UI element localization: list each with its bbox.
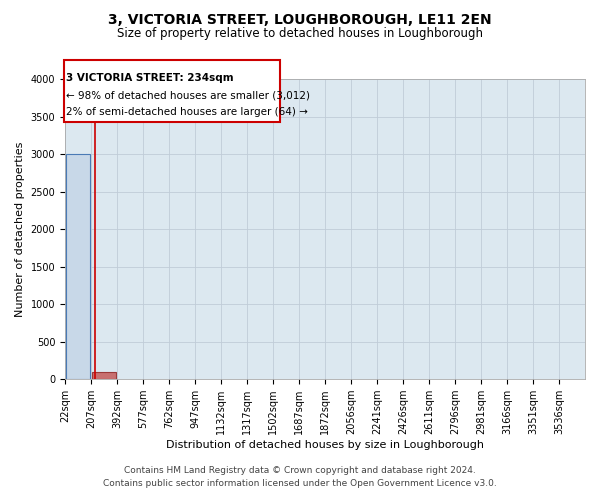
Text: 2% of semi-detached houses are larger (64) →: 2% of semi-detached houses are larger (6… [66, 107, 308, 117]
Bar [64, 60, 280, 122]
Text: Contains HM Land Registry data © Crown copyright and database right 2024.
Contai: Contains HM Land Registry data © Crown c… [103, 466, 497, 487]
Text: 3 VICTORIA STREET: 234sqm: 3 VICTORIA STREET: 234sqm [66, 73, 233, 83]
X-axis label: Distribution of detached houses by size in Loughborough: Distribution of detached houses by size … [166, 440, 484, 450]
Y-axis label: Number of detached properties: Number of detached properties [15, 142, 25, 317]
Bar [92, 372, 116, 379]
Bar [66, 154, 90, 379]
Text: ← 98% of detached houses are smaller (3,012): ← 98% of detached houses are smaller (3,… [66, 90, 310, 101]
Text: 3, VICTORIA STREET, LOUGHBOROUGH, LE11 2EN: 3, VICTORIA STREET, LOUGHBOROUGH, LE11 2… [108, 12, 492, 26]
Text: Size of property relative to detached houses in Loughborough: Size of property relative to detached ho… [117, 28, 483, 40]
